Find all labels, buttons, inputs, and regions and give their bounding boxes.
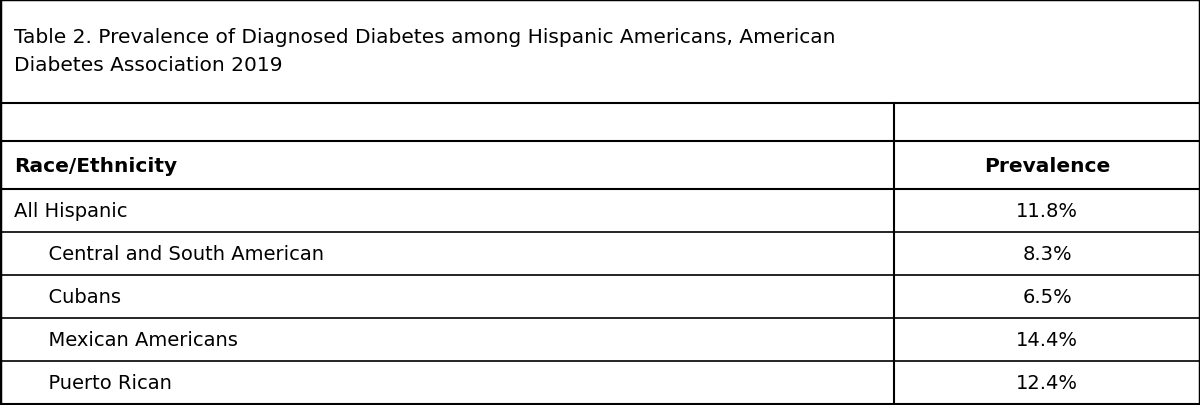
- Text: Table 2. Prevalence of Diagnosed Diabetes among Hispanic Americans, American
Dia: Table 2. Prevalence of Diagnosed Diabete…: [14, 28, 836, 75]
- Text: Mexican Americans: Mexican Americans: [36, 330, 238, 349]
- Text: 14.4%: 14.4%: [1016, 330, 1078, 349]
- Text: All Hispanic: All Hispanic: [14, 202, 128, 220]
- Text: 11.8%: 11.8%: [1016, 202, 1078, 220]
- Text: 6.5%: 6.5%: [1022, 288, 1072, 306]
- Text: Race/Ethnicity: Race/Ethnicity: [14, 156, 178, 175]
- Text: 8.3%: 8.3%: [1022, 245, 1072, 263]
- Text: Prevalence: Prevalence: [984, 156, 1110, 175]
- Text: Puerto Rican: Puerto Rican: [36, 373, 172, 392]
- Text: Cubans: Cubans: [36, 288, 121, 306]
- Text: 12.4%: 12.4%: [1016, 373, 1078, 392]
- Text: Central and South American: Central and South American: [36, 245, 324, 263]
